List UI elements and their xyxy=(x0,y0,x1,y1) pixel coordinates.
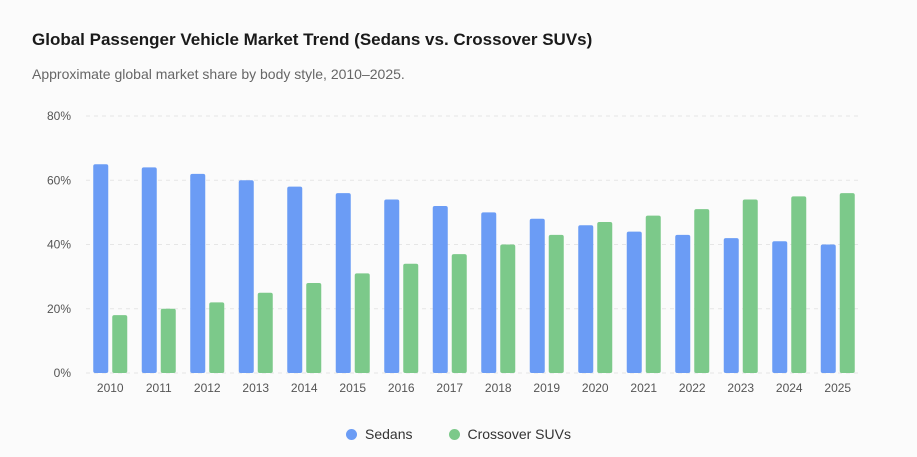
bar-sedans-2012[interactable] xyxy=(190,173,206,373)
y-tick-label: 40% xyxy=(47,238,71,252)
x-tick-label: 2025 xyxy=(824,381,851,395)
legend-label-sedans: Sedans xyxy=(365,426,413,442)
bar-crossover-suvs-2020[interactable] xyxy=(597,222,613,373)
bar-sedans-2019[interactable] xyxy=(529,218,545,373)
x-tick-label: 2016 xyxy=(388,381,415,395)
bar-crossover-suvs-2018[interactable] xyxy=(500,244,516,374)
bar-crossover-suvs-2017[interactable] xyxy=(451,254,467,373)
bar-sedans-2025[interactable] xyxy=(820,244,836,374)
bar-crossover-suvs-2010[interactable] xyxy=(112,315,128,373)
x-tick-label: 2023 xyxy=(727,381,754,395)
bar-crossover-suvs-2015[interactable] xyxy=(354,273,370,373)
bar-sedans-2017[interactable] xyxy=(432,205,448,373)
bar-sedans-2024[interactable] xyxy=(772,241,788,373)
x-tick-label: 2013 xyxy=(242,381,269,395)
x-tick-label: 2012 xyxy=(194,381,221,395)
bar-sedans-2021[interactable] xyxy=(626,231,642,373)
bars xyxy=(93,164,855,373)
bar-sedans-2022[interactable] xyxy=(675,234,691,373)
x-tick-label: 2019 xyxy=(533,381,560,395)
bar-sedans-2013[interactable] xyxy=(238,180,254,373)
y-tick-label: 0% xyxy=(54,366,72,380)
legend-item-crossover-suvs[interactable]: Crossover SUVs xyxy=(448,426,571,442)
bar-crossover-suvs-2012[interactable] xyxy=(209,302,225,373)
chart-subtitle: Approximate global market share by body … xyxy=(32,66,405,82)
legend: Sedans Crossover SUVs xyxy=(0,426,917,442)
y-axis-ticks: 0% 20% 40% 60% 80% xyxy=(47,109,71,380)
bar-crossover-suvs-2014[interactable] xyxy=(306,283,322,373)
x-tick-label: 2018 xyxy=(485,381,512,395)
bar-crossover-suvs-2019[interactable] xyxy=(548,234,564,373)
x-tick-label: 2010 xyxy=(97,381,124,395)
bar-sedans-2010[interactable] xyxy=(93,164,109,373)
bar-crossover-suvs-2024[interactable] xyxy=(791,196,807,373)
bar-crossover-suvs-2023[interactable] xyxy=(742,199,758,373)
bar-sedans-2016[interactable] xyxy=(384,199,400,373)
bar-sedans-2018[interactable] xyxy=(481,212,497,373)
bar-sedans-2011[interactable] xyxy=(141,167,157,373)
bar-crossover-suvs-2016[interactable] xyxy=(403,263,419,373)
x-tick-label: 2021 xyxy=(630,381,657,395)
bar-sedans-2023[interactable] xyxy=(723,238,739,373)
x-tick-label: 2015 xyxy=(339,381,366,395)
chart-title: Global Passenger Vehicle Market Trend (S… xyxy=(32,30,593,49)
bar-crossover-suvs-2022[interactable] xyxy=(694,209,710,373)
bar-sedans-2015[interactable] xyxy=(335,193,351,373)
bar-crossover-suvs-2011[interactable] xyxy=(160,308,176,373)
x-tick-label: 2020 xyxy=(582,381,609,395)
x-tick-label: 2017 xyxy=(436,381,463,395)
bar-sedans-2014[interactable] xyxy=(287,186,303,373)
legend-swatch-sedans xyxy=(346,428,358,440)
bar-crossover-suvs-2021[interactable] xyxy=(645,215,661,373)
x-tick-label: 2011 xyxy=(146,381,172,395)
x-axis-ticks: 2010 2011 2012 2013 2014 2015 2016 2017 2018 2019… xyxy=(97,381,852,395)
legend-item-sedans[interactable]: Sedans xyxy=(346,426,413,442)
y-tick-label: 20% xyxy=(47,302,71,316)
y-tick-label: 60% xyxy=(47,173,71,187)
x-tick-label: 2014 xyxy=(291,381,318,395)
bar-crossover-suvs-2013[interactable] xyxy=(257,292,273,373)
x-tick-label: 2024 xyxy=(776,381,803,395)
bar-crossover-suvs-2025[interactable] xyxy=(839,193,855,373)
x-tick-label: 2022 xyxy=(679,381,706,395)
y-tick-label: 80% xyxy=(47,109,71,123)
legend-label-crossover-suvs: Crossover SUVs xyxy=(467,426,571,442)
bar-sedans-2020[interactable] xyxy=(578,225,594,373)
legend-swatch-crossover-suvs xyxy=(448,428,460,440)
